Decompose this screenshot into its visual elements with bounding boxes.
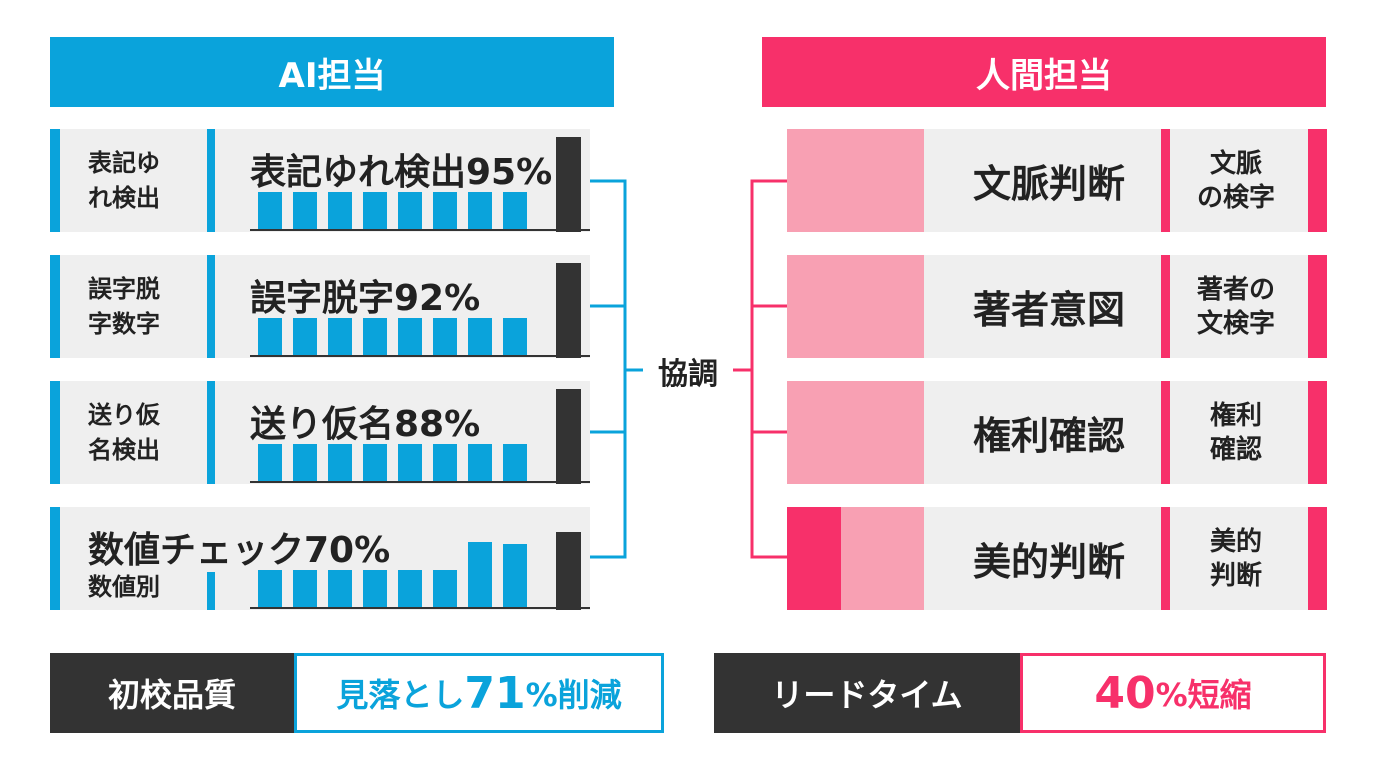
progress-bar-segment bbox=[293, 444, 317, 481]
progress-end-marker bbox=[556, 532, 581, 610]
ai-task-title: 表記ゆれ検出95% bbox=[250, 152, 553, 193]
metric-value-prefix: 見落とし bbox=[336, 676, 465, 714]
metric-label-leadtime: リードタイム bbox=[714, 653, 1020, 733]
ai-task-row: 数値チェック70% 数値別 bbox=[50, 507, 590, 610]
progress-end-marker bbox=[556, 389, 581, 484]
progress-bar-segment bbox=[398, 318, 422, 355]
progress-bar-segment bbox=[468, 542, 492, 607]
progress-end-marker bbox=[556, 263, 581, 358]
progress-baseline bbox=[250, 355, 590, 357]
ai-task-subtitle: 送り仮 名検出 bbox=[88, 401, 160, 464]
progress-bar-segment bbox=[363, 570, 387, 607]
ai-row-divider bbox=[207, 255, 215, 358]
progress-baseline bbox=[250, 607, 590, 609]
progress-bar-segment bbox=[293, 570, 317, 607]
human-row-strong-accent bbox=[787, 507, 841, 610]
human-task-row: 文脈判断 文脈 の検字 bbox=[787, 129, 1327, 232]
progress-bar-segment bbox=[258, 570, 282, 607]
progress-bar-segment bbox=[503, 544, 527, 607]
ai-task-title: 数値チェック70% bbox=[88, 530, 391, 571]
human-row-divider bbox=[1161, 129, 1170, 232]
human-task-subtitle: 美的 判断 bbox=[1209, 526, 1262, 591]
progress-bar-segment bbox=[293, 318, 317, 355]
metric-value-suffix: %短縮 bbox=[1155, 676, 1252, 714]
progress-bar-segment bbox=[328, 192, 352, 229]
progress-bar-segment bbox=[503, 444, 527, 481]
metric-value-suffix: %削減 bbox=[525, 676, 622, 714]
progress-bar-segment bbox=[503, 192, 527, 229]
ai-task-title: 送り仮名88% bbox=[250, 404, 481, 445]
metric-value-number: 71 bbox=[464, 667, 526, 719]
ai-task-subtitle: 数値別 bbox=[88, 573, 160, 601]
progress-baseline bbox=[250, 481, 590, 483]
progress-bar-segment bbox=[363, 318, 387, 355]
progress-bar-segment bbox=[398, 192, 422, 229]
ai-section-header: AI担当 bbox=[50, 37, 614, 107]
progress-bar-segment bbox=[433, 444, 457, 481]
progress-bar-segment bbox=[468, 192, 492, 229]
human-row-edge bbox=[1308, 381, 1327, 484]
progress-bar-segment bbox=[293, 192, 317, 229]
human-task-row: 美的判断 美的 判断 bbox=[787, 507, 1327, 610]
human-row-edge bbox=[1308, 129, 1327, 232]
ai-row-accent bbox=[50, 255, 60, 358]
human-row-divider bbox=[1161, 255, 1170, 358]
ai-task-row: 表記ゆ れ検出 表記ゆれ検出95% bbox=[50, 129, 590, 232]
progress-baseline bbox=[250, 229, 590, 231]
ai-task-subtitle: 表記ゆ れ検出 bbox=[88, 149, 160, 212]
human-task-subtitle: 文脈 の検字 bbox=[1196, 148, 1275, 213]
progress-bar-segment bbox=[468, 318, 492, 355]
progress-bar-segment bbox=[503, 318, 527, 355]
collaboration-label: 協調 bbox=[643, 349, 733, 393]
ai-task-subtitle: 誤字脱 字数字 bbox=[88, 275, 160, 338]
human-row-divider bbox=[1161, 381, 1170, 484]
metric-label-quality: 初校品質 bbox=[50, 653, 294, 733]
progress-bar-segment bbox=[363, 192, 387, 229]
progress-bar-segment bbox=[328, 318, 352, 355]
metric-value-number: 40 bbox=[1094, 667, 1156, 719]
human-row-accent bbox=[787, 255, 924, 358]
progress-bar-segment bbox=[328, 570, 352, 607]
progress-bar-segment bbox=[398, 570, 422, 607]
ai-task-title: 誤字脱字92% bbox=[250, 278, 481, 319]
human-row-divider bbox=[1161, 507, 1170, 610]
human-row-accent bbox=[787, 381, 924, 484]
ai-row-accent bbox=[50, 129, 60, 232]
metric-value-leadtime: 40 %短縮 bbox=[1020, 653, 1326, 733]
human-task-title: 美的判断 bbox=[972, 540, 1125, 584]
progress-bar-segment bbox=[468, 444, 492, 481]
human-task-subtitle: 著者の 文検字 bbox=[1196, 274, 1275, 339]
ai-row-accent bbox=[50, 507, 60, 610]
progress-bar-segment bbox=[363, 444, 387, 481]
human-task-row: 権利確認 権利 確認 bbox=[787, 381, 1327, 484]
ai-row-divider bbox=[207, 129, 215, 232]
progress-bar-segment bbox=[398, 444, 422, 481]
human-task-row: 著者意図 著者の 文検字 bbox=[787, 255, 1327, 358]
metric-value-quality: 見落とし 71 %削減 bbox=[294, 653, 664, 733]
ai-task-row: 送り仮 名検出 送り仮名88% bbox=[50, 381, 590, 484]
human-section-header: 人間担当 bbox=[762, 37, 1326, 107]
ai-row-accent bbox=[50, 381, 60, 484]
human-task-title: 権利確認 bbox=[972, 414, 1125, 458]
progress-bar-segment bbox=[433, 570, 457, 607]
progress-bar-segment bbox=[433, 192, 457, 229]
human-row-accent bbox=[787, 129, 924, 232]
human-task-subtitle: 権利 確認 bbox=[1209, 400, 1262, 465]
human-row-edge bbox=[1308, 255, 1327, 358]
progress-bar-segment bbox=[258, 318, 282, 355]
progress-end-marker bbox=[556, 137, 581, 232]
ai-row-divider bbox=[207, 572, 215, 610]
progress-bar-segment bbox=[258, 192, 282, 229]
progress-bar-segment bbox=[258, 444, 282, 481]
human-task-title: 著者意図 bbox=[972, 288, 1125, 332]
progress-bar-segment bbox=[433, 318, 457, 355]
human-row-edge bbox=[1308, 507, 1327, 610]
human-task-title: 文脈判断 bbox=[972, 162, 1125, 206]
progress-bar-segment bbox=[328, 444, 352, 481]
ai-row-divider bbox=[207, 381, 215, 484]
ai-task-row: 誤字脱 字数字 誤字脱字92% bbox=[50, 255, 590, 358]
